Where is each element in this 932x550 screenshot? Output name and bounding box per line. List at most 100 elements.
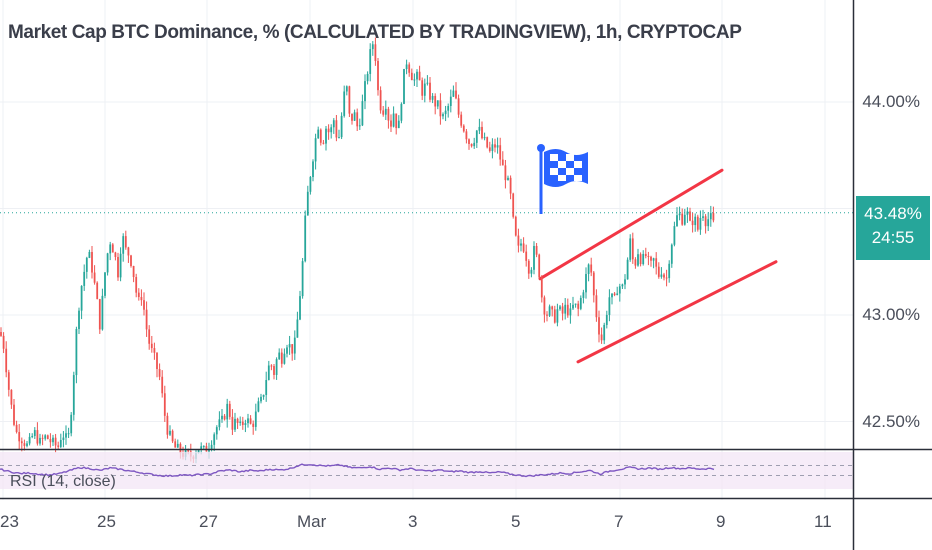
candle-body	[262, 394, 265, 397]
candles	[0, 37, 715, 464]
x-tick-label: 7	[614, 512, 624, 531]
candle-body	[418, 71, 421, 81]
candle-body	[455, 90, 457, 99]
candle-body	[390, 120, 392, 127]
candle-body	[49, 438, 52, 443]
candle-body	[343, 91, 346, 116]
candle-body	[533, 245, 535, 270]
chart-title: Market Cap BTC Dominance, % (CALCULATED …	[8, 22, 742, 43]
candle-body	[130, 255, 132, 267]
x-tick-label: 27	[199, 512, 218, 531]
candle-body	[689, 211, 691, 221]
candle-body	[442, 114, 444, 117]
candle-body	[127, 247, 130, 256]
candle-body	[20, 441, 23, 444]
candle-body	[57, 445, 60, 447]
last-price-label: 43.48% 24:55	[856, 196, 930, 260]
candle-body	[595, 295, 598, 318]
candle-body	[39, 437, 41, 444]
candle-body	[200, 446, 203, 450]
candle-body	[166, 415, 169, 435]
candle-body	[306, 191, 309, 216]
candle-body	[265, 380, 268, 395]
candle-body	[564, 304, 567, 314]
candle-body	[405, 64, 408, 70]
candle-body	[460, 114, 463, 126]
candle-body	[244, 423, 247, 426]
y-tick-label: 43.00%	[862, 305, 920, 324]
candle-body	[585, 273, 587, 293]
candle-body	[59, 439, 62, 447]
candle-body	[104, 272, 106, 296]
candle-body	[46, 435, 49, 439]
candle-body	[122, 236, 125, 254]
y-tick-label: 42.50%	[862, 412, 920, 431]
candle-body	[535, 245, 538, 255]
trendlines[interactable]	[538, 168, 778, 364]
candle-body	[527, 260, 530, 274]
candle-body	[431, 95, 434, 100]
candle-body	[72, 375, 75, 415]
candle-body	[114, 252, 117, 257]
candle-body	[5, 348, 8, 373]
rsi-pane	[0, 452, 853, 489]
candle-body	[260, 396, 262, 402]
checkered-flag-icon[interactable]	[536, 140, 592, 216]
candle-body	[254, 411, 257, 427]
candle-body	[0, 332, 2, 336]
candle-body	[91, 251, 93, 273]
candle-body	[161, 376, 164, 394]
candle-body	[678, 213, 681, 216]
candle-body	[296, 319, 299, 338]
candle-body	[712, 213, 715, 221]
trendline	[538, 168, 724, 281]
candle-body	[221, 415, 223, 420]
candle-body	[673, 226, 676, 245]
candle-body	[309, 177, 312, 192]
candle-body	[384, 108, 387, 115]
candle-body	[223, 415, 226, 420]
candle-body	[637, 254, 639, 266]
candle-body	[416, 71, 418, 80]
candle-body	[608, 297, 611, 315]
candle-body	[470, 143, 473, 147]
candle-body	[327, 128, 330, 133]
candle-body	[377, 60, 379, 91]
candle-body	[657, 266, 660, 277]
x-tick-label: 25	[97, 512, 116, 531]
candle-body	[579, 297, 582, 309]
x-tick-label: 11	[814, 512, 832, 531]
candle-body	[626, 259, 629, 280]
candle-body	[605, 314, 608, 325]
candle-body	[694, 216, 697, 226]
candle-body	[501, 159, 504, 166]
grid	[0, 0, 853, 500]
candle-body	[577, 303, 580, 309]
candle-body	[439, 100, 442, 117]
candle-body	[78, 310, 80, 330]
candle-body	[10, 389, 13, 405]
candle-body	[267, 365, 270, 381]
candle-body	[709, 213, 712, 220]
trendline	[576, 260, 778, 364]
candle-body	[283, 353, 286, 364]
candle-body	[286, 347, 288, 354]
candle-body	[457, 98, 460, 115]
candle-body	[650, 256, 652, 261]
candle-body	[54, 437, 57, 446]
candle-body	[475, 130, 478, 143]
candle-body	[410, 72, 413, 81]
last-price-value: 43.48%	[864, 204, 922, 223]
candle-body	[663, 274, 665, 278]
candle-body	[520, 243, 522, 246]
candle-body	[304, 215, 307, 262]
candle-body	[249, 418, 252, 424]
candle-body	[618, 286, 621, 294]
candle-body	[345, 86, 348, 92]
rsi-indicator-label[interactable]: RSI (14, close)	[10, 473, 116, 490]
candle-body	[179, 443, 182, 454]
candle-body	[403, 69, 405, 104]
candle-body	[642, 253, 645, 265]
